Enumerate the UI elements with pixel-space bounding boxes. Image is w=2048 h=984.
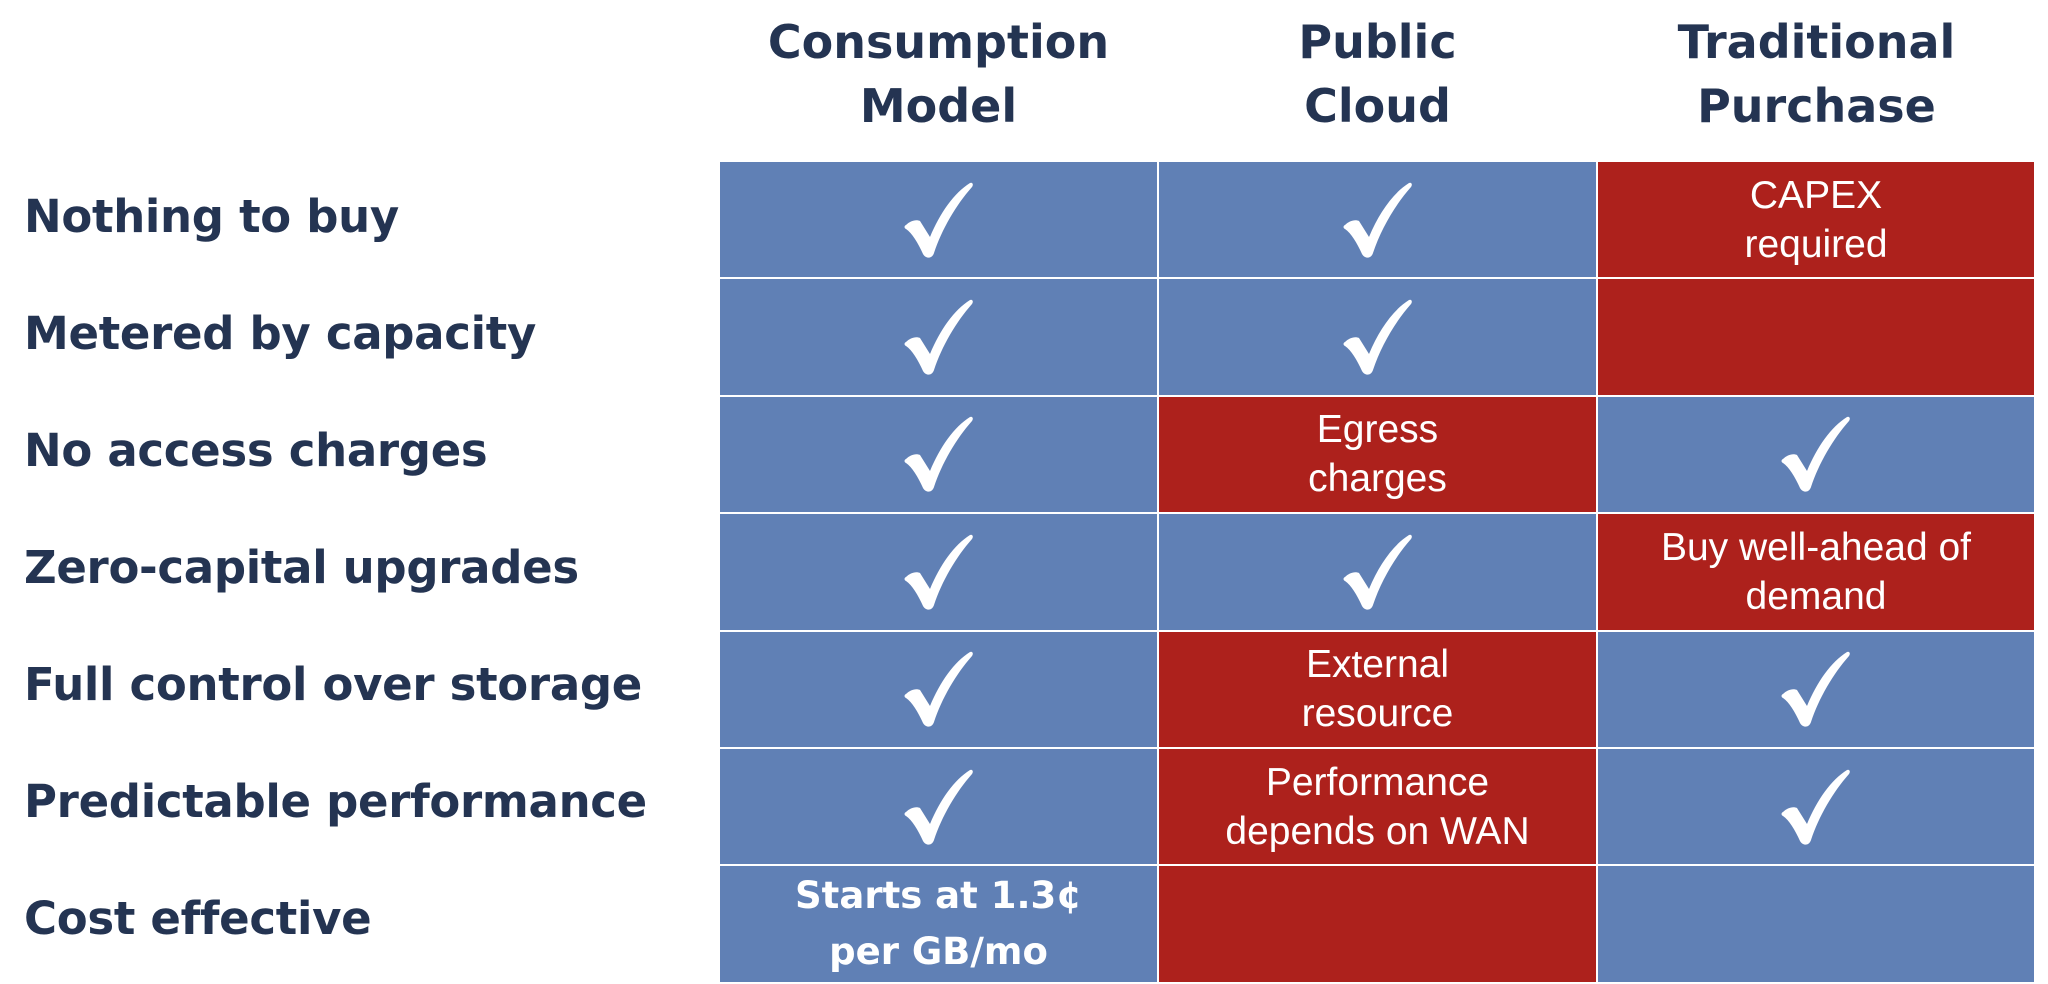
row-label-metered-by-capacity: Metered by capacity	[24, 306, 536, 360]
cell-r6-public-cloud: Performance depends on WAN	[1159, 748, 1596, 865]
check-icon	[904, 769, 973, 845]
check-icon	[904, 417, 973, 493]
cell-text: Egress charges	[1308, 408, 1447, 501]
check-icon	[1343, 299, 1412, 375]
cell-r5-public-cloud: External resource	[1159, 631, 1596, 747]
cell-r3-consumption-model	[720, 396, 1157, 513]
cell-r4-traditional-purchase: Buy well-ahead of demand	[1598, 514, 2034, 630]
row-label-predictable-performance: Predictable performance	[24, 774, 647, 828]
check-icon	[904, 534, 973, 610]
check-icon	[904, 651, 973, 727]
cell-r3-public-cloud: Egress charges	[1159, 396, 1596, 513]
cell-text: CAPEX required	[1744, 173, 1888, 266]
cell-text: Buy well-ahead of demand	[1660, 525, 1972, 618]
cell-text: Starts at 1.3¢ per GB/mo	[795, 874, 1082, 974]
comparison-grid: CAPEX required Egress charges Buy well-ahe…	[720, 162, 2034, 982]
cell-r2-consumption-model	[720, 279, 1157, 395]
cell-r2-public-cloud	[1159, 279, 1596, 395]
cell-r4-consumption-model	[720, 514, 1157, 630]
check-icon	[1781, 651, 1850, 727]
cell-r1-public-cloud	[1159, 162, 1596, 278]
check-icon	[1343, 182, 1412, 258]
cell-r7-traditional-purchase	[1598, 866, 2034, 982]
cell-r2-traditional-purchase	[1598, 279, 2034, 395]
check-icon	[1781, 417, 1850, 493]
row-label-zero-capital-upgrades: Zero-capital upgrades	[24, 540, 579, 594]
cell-r1-consumption-model	[720, 162, 1157, 278]
cell-r5-traditional-purchase	[1598, 631, 2034, 747]
column-header-traditional-purchase: Traditional Purchase	[1677, 15, 1956, 133]
check-icon	[904, 182, 973, 258]
check-icon	[1343, 534, 1412, 610]
row-label-cost-effective: Cost effective	[24, 891, 372, 945]
row-label-nothing-to-buy: Nothing to buy	[24, 189, 399, 243]
cell-r1-traditional-purchase: CAPEX required	[1598, 162, 2034, 278]
cell-r7-public-cloud	[1159, 866, 1596, 982]
column-header-public-cloud: Public Cloud	[1298, 15, 1457, 133]
cell-text: Performance depends on WAN	[1225, 760, 1530, 853]
row-label-no-access-charges: No access charges	[24, 423, 488, 477]
cell-r6-consumption-model	[720, 748, 1157, 865]
check-icon	[904, 299, 973, 375]
row-label-full-control-over-storage: Full control over storage	[24, 657, 643, 711]
cell-r6-traditional-purchase	[1598, 748, 2034, 865]
column-header-consumption-model: Consumption Model	[767, 15, 1110, 133]
cell-r7-consumption-model: Starts at 1.3¢ per GB/mo	[720, 866, 1157, 982]
cell-r4-public-cloud	[1159, 514, 1596, 630]
cell-text: External resource	[1301, 643, 1454, 736]
check-icon	[1781, 769, 1850, 845]
cell-r3-traditional-purchase	[1598, 396, 2034, 513]
cell-r5-consumption-model	[720, 631, 1157, 747]
